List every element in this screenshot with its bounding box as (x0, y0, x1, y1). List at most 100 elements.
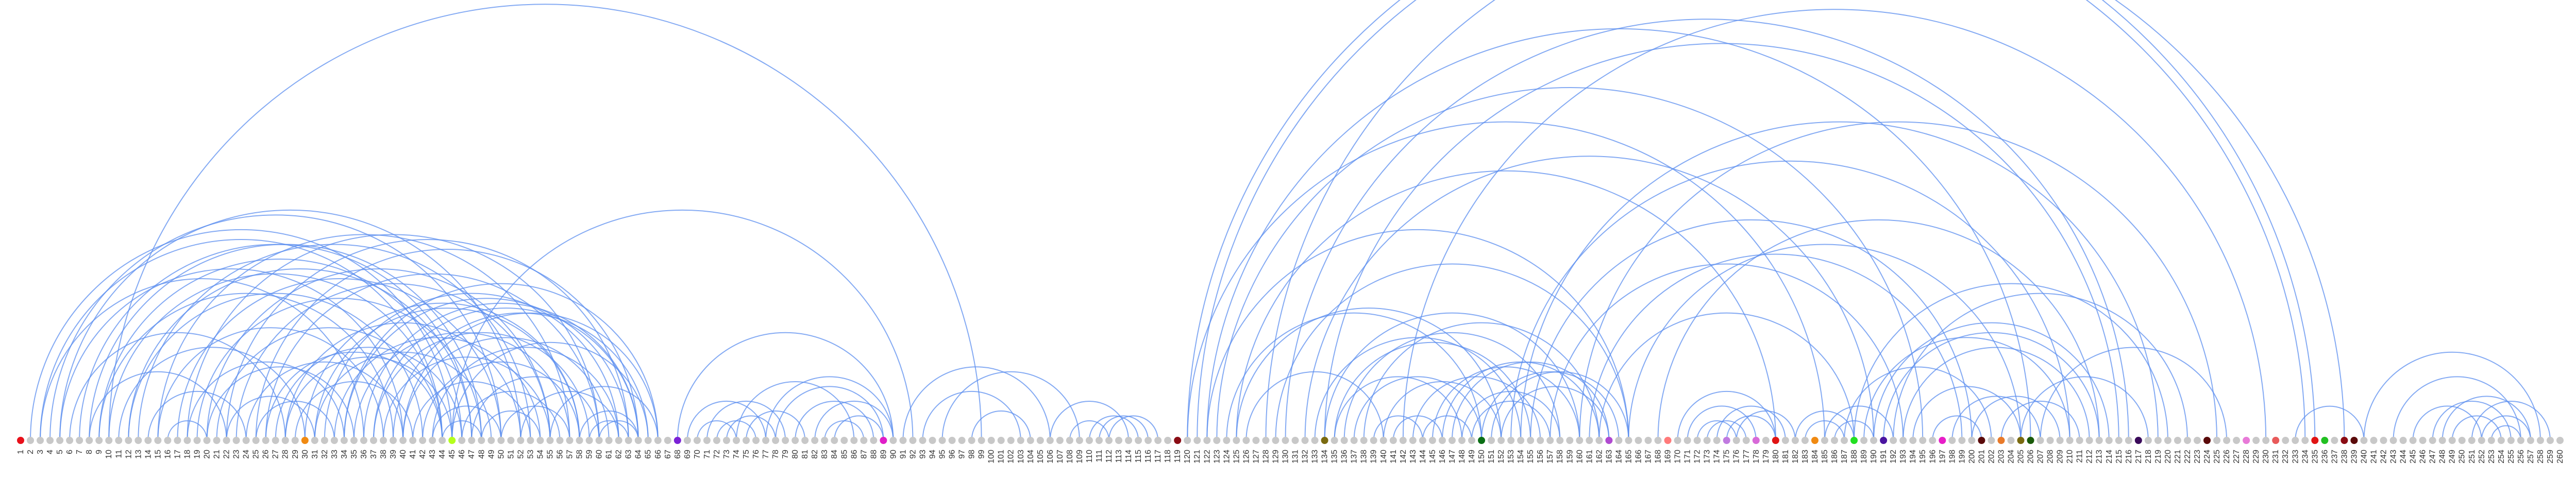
node-38[interactable] (380, 437, 387, 444)
node-64[interactable] (634, 437, 642, 444)
node-131[interactable] (1291, 437, 1299, 444)
node-29[interactable] (291, 437, 299, 444)
node-55[interactable] (546, 437, 554, 444)
node-57[interactable] (566, 437, 574, 444)
node-50[interactable] (497, 437, 505, 444)
node-74[interactable] (732, 437, 740, 444)
node-54[interactable] (536, 437, 544, 444)
node-52[interactable] (517, 437, 525, 444)
node-63[interactable] (625, 437, 632, 444)
node-45[interactable] (448, 437, 456, 444)
node-95[interactable] (938, 437, 946, 444)
node-61[interactable] (605, 437, 613, 444)
node-130[interactable] (1282, 437, 1289, 444)
node-234[interactable] (2301, 437, 2309, 444)
node-122[interactable] (1203, 437, 1211, 444)
node-244[interactable] (2399, 437, 2407, 444)
node-249[interactable] (2448, 437, 2456, 444)
node-13[interactable] (134, 437, 142, 444)
node-75[interactable] (743, 437, 750, 444)
node-104[interactable] (1026, 437, 1034, 444)
node-120[interactable] (1184, 437, 1191, 444)
node-161[interactable] (1586, 437, 1593, 444)
node-88[interactable] (870, 437, 878, 444)
node-119[interactable] (1174, 437, 1182, 444)
node-225[interactable] (2213, 437, 2221, 444)
node-62[interactable] (615, 437, 622, 444)
node-140[interactable] (1379, 437, 1387, 444)
node-65[interactable] (644, 437, 652, 444)
node-81[interactable] (801, 437, 809, 444)
node-185[interactable] (1821, 437, 1828, 444)
node-113[interactable] (1115, 437, 1123, 444)
node-201[interactable] (1978, 437, 1985, 444)
node-155[interactable] (1527, 437, 1535, 444)
node-134[interactable] (1321, 437, 1328, 444)
node-27[interactable] (272, 437, 279, 444)
node-4[interactable] (46, 437, 54, 444)
node-199[interactable] (1958, 437, 1966, 444)
node-121[interactable] (1193, 437, 1201, 444)
node-142[interactable] (1399, 437, 1407, 444)
node-93[interactable] (919, 437, 927, 444)
node-109[interactable] (1075, 437, 1083, 444)
node-143[interactable] (1409, 437, 1417, 444)
node-53[interactable] (527, 437, 534, 444)
node-60[interactable] (595, 437, 603, 444)
node-26[interactable] (262, 437, 270, 444)
node-210[interactable] (2066, 437, 2074, 444)
node-241[interactable] (2370, 437, 2378, 444)
node-76[interactable] (752, 437, 760, 444)
node-78[interactable] (772, 437, 780, 444)
node-243[interactable] (2389, 437, 2397, 444)
node-133[interactable] (1311, 437, 1319, 444)
node-165[interactable] (1625, 437, 1632, 444)
node-40[interactable] (399, 437, 407, 444)
node-242[interactable] (2380, 437, 2387, 444)
node-258[interactable] (2536, 437, 2544, 444)
node-257[interactable] (2527, 437, 2534, 444)
node-259[interactable] (2546, 437, 2554, 444)
node-180[interactable] (1772, 437, 1779, 444)
node-205[interactable] (2017, 437, 2025, 444)
node-98[interactable] (968, 437, 975, 444)
node-187[interactable] (1841, 437, 1848, 444)
node-89[interactable] (880, 437, 887, 444)
node-7[interactable] (76, 437, 83, 444)
node-208[interactable] (2046, 437, 2054, 444)
node-197[interactable] (1939, 437, 1946, 444)
node-175[interactable] (1723, 437, 1730, 444)
node-97[interactable] (958, 437, 966, 444)
node-239[interactable] (2350, 437, 2358, 444)
node-157[interactable] (1546, 437, 1554, 444)
node-12[interactable] (125, 437, 132, 444)
node-135[interactable] (1331, 437, 1338, 444)
node-136[interactable] (1340, 437, 1348, 444)
node-230[interactable] (2262, 437, 2270, 444)
node-56[interactable] (556, 437, 564, 444)
node-69[interactable] (683, 437, 691, 444)
node-169[interactable] (1664, 437, 1672, 444)
node-17[interactable] (174, 437, 181, 444)
node-19[interactable] (193, 437, 201, 444)
node-178[interactable] (1752, 437, 1760, 444)
node-247[interactable] (2429, 437, 2436, 444)
node-145[interactable] (1428, 437, 1436, 444)
node-37[interactable] (369, 437, 377, 444)
node-84[interactable] (831, 437, 838, 444)
node-14[interactable] (144, 437, 152, 444)
node-70[interactable] (693, 437, 701, 444)
node-209[interactable] (2056, 437, 2064, 444)
node-246[interactable] (2419, 437, 2427, 444)
node-232[interactable] (2282, 437, 2289, 444)
node-179[interactable] (1762, 437, 1770, 444)
node-79[interactable] (782, 437, 789, 444)
node-139[interactable] (1370, 437, 1377, 444)
node-144[interactable] (1419, 437, 1426, 444)
node-86[interactable] (850, 437, 858, 444)
node-110[interactable] (1085, 437, 1093, 444)
node-215[interactable] (2115, 437, 2123, 444)
node-173[interactable] (1703, 437, 1711, 444)
node-32[interactable] (321, 437, 328, 444)
node-125[interactable] (1233, 437, 1240, 444)
